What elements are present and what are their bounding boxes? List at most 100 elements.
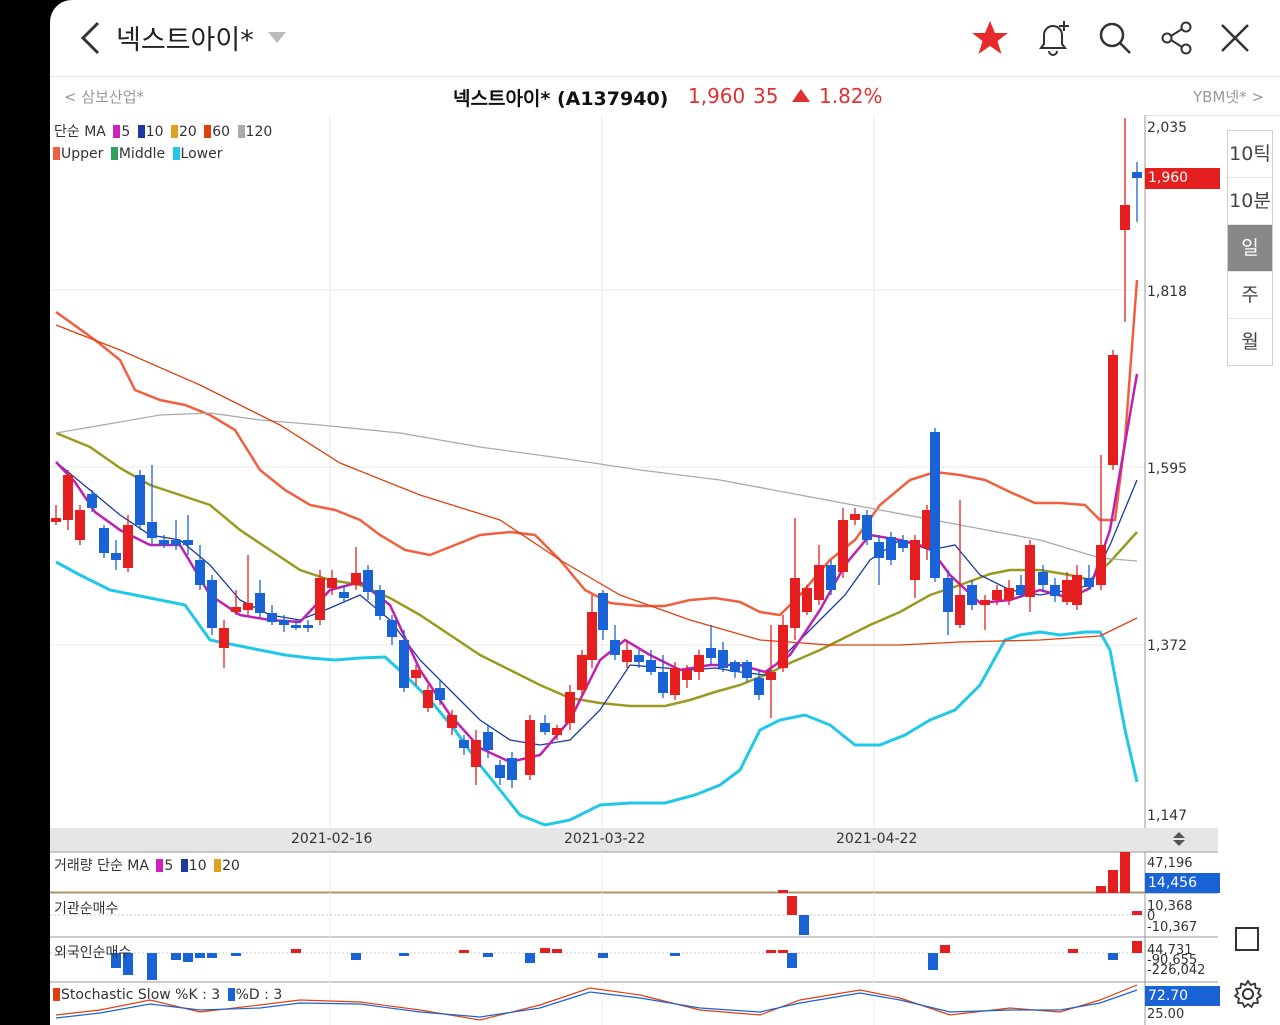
candle-body [135, 475, 145, 525]
price-pane [50, 115, 1145, 828]
candle-body [587, 612, 597, 660]
date-label: 2021-02-16 [291, 831, 373, 847]
period-week[interactable]: 주 [1228, 272, 1272, 319]
candle-body [1072, 575, 1082, 605]
volume-label: 거래량 단순 MA [54, 858, 149, 874]
candle-body [778, 625, 788, 668]
candle-body [610, 640, 620, 655]
period-day[interactable]: 일 [1228, 225, 1272, 272]
candle-body [219, 628, 229, 648]
candle-body [351, 573, 361, 585]
candle-body [1062, 580, 1072, 602]
foreign-bar [787, 953, 797, 968]
vol-ma10-label: 10 [188, 858, 207, 874]
candle-body [195, 560, 205, 585]
period-selector: 10틱 10분 일 주 월 [1227, 130, 1273, 366]
ma120-swatch [237, 125, 245, 138]
close-icon[interactable] [1215, 18, 1255, 58]
candle-body [706, 648, 716, 658]
foreign-bar [940, 945, 950, 953]
candle-body [411, 670, 421, 678]
next-stock-link[interactable]: YBM넷* > [1192, 88, 1264, 106]
candle-body [525, 720, 535, 775]
candle-body [694, 655, 704, 672]
candle-body [387, 620, 397, 637]
candle-body [159, 540, 169, 545]
period-10min[interactable]: 10분 [1228, 178, 1272, 225]
ma60-line [55, 324, 1138, 646]
candle-body [279, 620, 289, 625]
period-month[interactable]: 월 [1241, 331, 1259, 353]
candle-body [1108, 355, 1118, 465]
candle-body [291, 625, 301, 628]
candle-body [930, 432, 940, 578]
candle-body [1038, 572, 1048, 585]
foreign-bar [183, 953, 193, 962]
ma20-swatch [170, 125, 178, 138]
foreign-bar [928, 953, 938, 970]
foreign-bar [195, 953, 205, 958]
resize-handle-icon[interactable] [1171, 831, 1187, 847]
page-title[interactable]: 넥스트아이* [116, 25, 254, 56]
volume-bar [778, 890, 788, 893]
stock-chart[interactable] [50, 115, 1220, 1025]
institution-value: 0 [1147, 909, 1156, 924]
candle-body [111, 553, 121, 560]
candle-body [459, 740, 469, 748]
candle-body [910, 540, 920, 580]
price-axis-label: 1,595 [1147, 461, 1188, 477]
candle-body [992, 590, 1002, 600]
candle-body [435, 688, 445, 700]
candle-body [540, 723, 550, 732]
ma-legend-prefix: 단순 MA [54, 124, 106, 140]
candle-body [483, 732, 493, 750]
middle-label: Middle [118, 146, 166, 162]
candle-body [1016, 585, 1026, 595]
candle-body [922, 510, 932, 548]
bollinger-lower [55, 560, 1139, 827]
candle-body [682, 670, 692, 680]
bell-add-icon[interactable] [1033, 18, 1073, 58]
app-screen: 넥스트아이* < 삼보산업* 넥스트아이* (A137940) 1,960 35… [50, 0, 1280, 1025]
stochastic-low-value: 25.00 [1147, 1007, 1185, 1022]
period-10tick[interactable]: 10틱 [1228, 131, 1272, 178]
candle-body [622, 650, 632, 662]
foreign-bar [231, 953, 241, 956]
chevron-down-icon[interactable] [268, 32, 286, 43]
candle-body [171, 540, 181, 545]
checkbox-toggle[interactable] [1235, 927, 1259, 951]
candle-body [742, 662, 752, 678]
back-icon[interactable] [76, 20, 106, 56]
search-icon[interactable] [1095, 18, 1135, 58]
stoch-k-swatch [53, 988, 60, 1001]
candle-body [826, 565, 836, 590]
share-icon[interactable] [1157, 18, 1197, 58]
candle-body [943, 578, 953, 612]
candle-body [898, 540, 908, 548]
ma-legend: 단순 MA 5 10 20 60 120 [54, 121, 272, 141]
foreign-bar [459, 950, 469, 953]
candle-body [243, 603, 253, 610]
gear-icon[interactable] [1232, 978, 1264, 1010]
prev-stock-link[interactable]: < 삼보산업* [64, 88, 145, 106]
candle-body [646, 660, 656, 672]
candle-body [471, 740, 481, 767]
candle-body [267, 613, 277, 622]
price-axis-label: 1,147 [1147, 808, 1188, 824]
bollinger-middle [55, 431, 1138, 708]
candle-body [1004, 588, 1014, 600]
foreign-bar [111, 953, 121, 968]
stock-name: 넥스트아이* (A137940) [453, 88, 669, 110]
candle-body [598, 593, 608, 630]
ma60-label: 60 [212, 124, 231, 140]
stoch-d-swatch [227, 988, 235, 1001]
candle-body [1050, 585, 1060, 596]
volume-bar [1108, 870, 1118, 893]
star-icon[interactable] [970, 18, 1010, 58]
foreign-bar [483, 953, 493, 957]
candle-body [967, 585, 977, 605]
foreign-bar [670, 953, 680, 956]
bollinger-upper [55, 279, 1139, 617]
price-change-pct: 1.82% [819, 84, 883, 108]
foreign-bar [399, 953, 409, 956]
